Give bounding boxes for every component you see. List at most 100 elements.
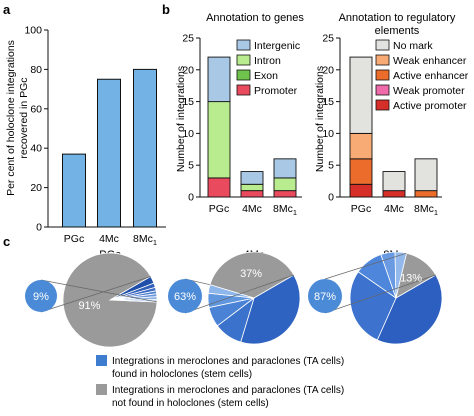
panel-label-c: c [3,234,10,249]
genes-bar-8mc-intron [273,177,297,192]
pie-connector-line [324,252,407,280]
bottom-legend-text-not-found-line2: not found in holoclones (stem cells) [112,398,269,409]
panel-a-bars [62,68,157,228]
genes-x-tick-8mc: 8Mc1 [273,203,297,217]
panel-a-y-tick-label: 40 [30,143,42,155]
regulatory-legend-swatch-no-mark [375,39,390,51]
panel-a-y-tick-label: 100 [24,25,42,37]
panel-b-genes-bars [207,56,297,198]
genes-bar-4mc-promoter [240,190,264,198]
regulatory-y-tick-label: 0 [328,192,334,204]
regulatory-legend-swatch-active-enhancer [375,69,390,81]
panel-b-regulatory-ylabel: Number of integrations [314,66,326,172]
regulatory-y-tick-label: 15 [322,96,334,108]
found-fraction-circle [25,280,57,312]
genes-y-tick-label: 25 [182,33,194,45]
regulatory-y-tick-label: 5 [328,160,334,172]
regulatory-legend-label-weak-enhancer: Weak enhancer [393,55,467,67]
genes-bar-8mc-promoter [273,190,297,198]
panel-a-ylabel-line1: Per cent of holoclone integrations [5,40,17,196]
panel-label-b: b [162,2,170,17]
bottom-legend-text-found-line1: Integrations in meroclones and paraclone… [112,356,344,367]
panel-b-genes-title: Annotation to genes [206,12,304,24]
panel-b-genes-ylabel: Number of integrations [175,66,187,172]
found-fraction-circle [308,279,342,313]
not-found-percent-label: 91% [78,300,100,312]
genes-legend-label-intergenic: Intergenic [254,40,300,52]
not-found-percent-label: 13% [400,273,422,285]
panel-b-regulatory-chart: Annotation to regulatory elements 0 5 10 15… [314,12,469,217]
pie-connector-line [324,274,436,314]
regulatory-bar-8mc-active-enhancer [414,190,438,198]
panel-a-y-tick-label: 80 [30,64,42,76]
panel-a-y-tick-label: 0 [36,222,42,234]
regulatory-bar-pgc-weak-enhancer [349,132,373,160]
panel-a-x-tick-8mc: 8Mc1 [133,233,157,247]
genes-x-tick-pgc: PGc [209,203,229,215]
genes-bar-pgc-intergenic [207,56,231,103]
regulatory-legend-label-active-promoter: Active promoter [393,100,467,112]
genes-y-tick-label: 20 [182,64,194,76]
panel-b-regulatory-legend: No mark Weak enhancer Active enhancer Weak … [375,39,469,112]
genes-bar-4mc-intron [240,183,264,192]
regulatory-legend-label-weak-promoter: Weak promoter [393,85,465,97]
regulatory-legend-swatch-weak-promoter [375,84,390,96]
genes-legend-label-intron: Intron [254,55,281,67]
genes-bar-4mc-intergenic [240,171,264,185]
panel-a-y-tick-label: 60 [30,103,42,115]
pie-slice-found-1 [376,274,443,345]
panel-b-regulatory-tick-labels: 0 5 10 15 20 25 PGc 4Mc 8Mc1 [322,33,438,218]
regulatory-bar-pgc-no-mark [349,56,373,134]
genes-y-tick-label: 5 [188,160,194,172]
panel-c-pie-charts: PGc9%91%4Mc63%37%8Mc187%13% [25,249,443,348]
panel-a-bar-chart: 0 20 40 60 80 100 PGc 4Mc 8Mc1 Per cent of holoc… [5,25,166,248]
regulatory-x-tick-pgc: PGc [351,203,371,215]
pie-slice-found-2 [349,271,397,341]
regulatory-bar-pgc-active-enhancer [349,158,373,185]
bar-4mc [97,78,121,228]
genes-legend-swatch-promoter [236,84,251,96]
regulatory-y-tick-label: 20 [322,64,334,76]
bottom-legend-swatch-found [96,355,107,366]
bottom-legend-swatch-not-found [96,384,107,395]
genes-legend-swatch-intron [236,54,251,66]
regulatory-legend-swatch-weak-enhancer [375,54,390,66]
genes-y-tick-label: 0 [188,192,194,204]
panel-a-x-tick-4mc: 4Mc [99,233,119,245]
panel-a-tick-labels: 0 20 40 60 80 100 PGc 4Mc 8Mc1 [24,25,157,248]
regulatory-bar-4mc-active-promoter [382,190,406,198]
panel-b-regulatory-title-line1: Annotation to regulatory [339,12,456,24]
regulatory-x-tick-8mc: 8Mc1 [414,203,438,217]
pie-slice-not-found [209,251,295,299]
pie-4mc: 4Mc63%37% [168,249,301,345]
genes-legend-swatch-intergenic [236,39,251,51]
regulatory-legend-label-no-mark: No mark [393,40,433,52]
panel-b-genes-chart: Annotation to genes 0 5 10 15 20 25 PGc 4Mc 8Mc1… [175,12,304,217]
panel-b-genes-tick-labels: 0 5 10 15 20 25 PGc 4Mc 8Mc1 [182,33,297,218]
bar-pgc [62,153,86,228]
genes-legend-swatch-exon [236,69,251,81]
pie-connector-line [40,279,158,303]
regulatory-bar-pgc-active-promoter [349,183,373,198]
genes-x-tick-4mc: 4Mc [242,203,262,215]
genes-legend-label-promoter: Promoter [254,85,298,97]
regulatory-bar-4mc-no-mark [382,171,406,192]
regulatory-bar-8mc-no-mark [414,158,438,192]
pie-connector-line [40,276,151,313]
panel-b-regulatory-title-line2: elements [375,25,420,37]
pie-slice-found-7 [109,299,158,303]
regulatory-legend-swatch-active-promoter [375,99,390,111]
panel-a-x-tick-pgc: PGc [64,233,84,245]
genes-y-tick-label: 15 [182,96,194,108]
not-found-percent-label: 37% [240,268,262,280]
found-percent-label: 87% [314,291,336,303]
bar-8mc [133,68,157,228]
pie-8mc1: 8Mc187%13% [308,249,443,345]
found-percent-label: 63% [174,291,196,303]
bottom-legend-text-not-found-line1: Integrations in meroclones and paraclone… [112,385,344,396]
regulatory-legend-label-active-enhancer: Active enhancer [393,70,469,82]
regulatory-y-tick-label: 25 [322,33,334,45]
pie-slice-found-1 [240,274,301,345]
found-percent-label: 9% [33,291,49,303]
